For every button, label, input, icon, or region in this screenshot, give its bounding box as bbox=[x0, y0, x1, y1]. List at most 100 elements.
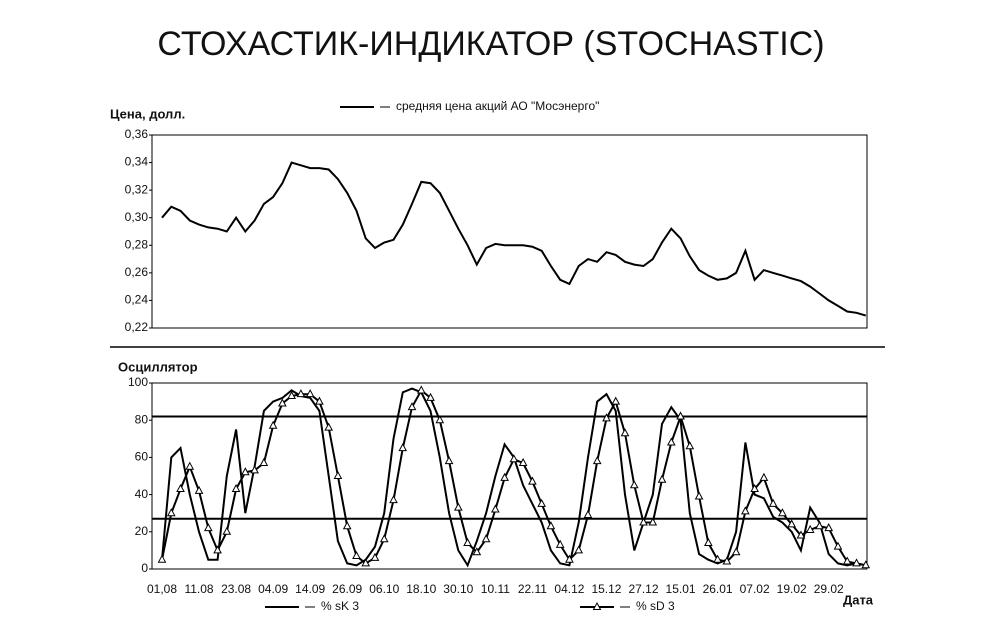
x-tick-label: 22.11 bbox=[518, 582, 547, 596]
marker bbox=[250, 465, 259, 474]
marker bbox=[592, 456, 602, 465]
y-tick-label: 100 bbox=[128, 375, 148, 389]
x-tick-label: 15.01 bbox=[666, 582, 696, 596]
marker bbox=[741, 506, 750, 515]
marker bbox=[324, 422, 334, 431]
marker bbox=[676, 411, 685, 420]
marker bbox=[537, 498, 546, 507]
marker bbox=[222, 526, 232, 535]
marker bbox=[657, 474, 667, 483]
x-tick-label: 15.12 bbox=[591, 582, 621, 596]
marker bbox=[268, 420, 278, 429]
marker bbox=[842, 556, 852, 565]
marker bbox=[342, 521, 352, 530]
y-tick-label: 0,30 bbox=[125, 210, 149, 224]
x-tick-label: 19.02 bbox=[777, 582, 807, 596]
series-line bbox=[161, 387, 867, 568]
marker bbox=[213, 545, 222, 554]
marker bbox=[787, 519, 797, 528]
x-tick-label: 11.08 bbox=[184, 582, 213, 596]
x-tick-label: 04.09 bbox=[258, 582, 288, 596]
y-tick-label: 40 bbox=[135, 487, 149, 501]
marker bbox=[370, 552, 380, 561]
legend-marker bbox=[592, 601, 602, 610]
marker bbox=[509, 454, 519, 463]
marker bbox=[278, 398, 287, 407]
y-tick-label: 60 bbox=[135, 450, 149, 464]
x-tick-label: 30.10 bbox=[443, 582, 473, 596]
marker bbox=[389, 495, 398, 504]
y-axis-label: Осциллятор bbox=[118, 359, 198, 374]
marker bbox=[750, 483, 759, 493]
y-tick-label: 20 bbox=[135, 524, 149, 538]
marker bbox=[565, 554, 574, 563]
marker bbox=[435, 415, 445, 424]
marker bbox=[778, 508, 787, 517]
marker bbox=[796, 530, 806, 539]
series-line bbox=[161, 161, 867, 317]
marker bbox=[352, 550, 361, 559]
x-tick-label: 23.08 bbox=[221, 582, 251, 596]
marker bbox=[574, 545, 584, 554]
marker bbox=[620, 428, 630, 437]
y-tick-label: 0,24 bbox=[125, 293, 149, 307]
marker bbox=[296, 389, 306, 398]
x-tick-label: 26.09 bbox=[332, 582, 362, 596]
x-tick-label: 14.09 bbox=[295, 582, 325, 596]
marker bbox=[713, 554, 722, 563]
y-tick-label: 0,34 bbox=[125, 155, 149, 169]
marker bbox=[444, 456, 454, 465]
marker bbox=[694, 491, 704, 500]
marker bbox=[639, 517, 648, 526]
y-tick-label: 0 bbox=[141, 561, 148, 575]
marker bbox=[157, 554, 167, 563]
marker bbox=[666, 437, 676, 446]
marker bbox=[815, 521, 824, 530]
marker bbox=[500, 472, 509, 481]
plot-frame bbox=[151, 134, 868, 329]
x-tick-label: 04.12 bbox=[554, 582, 584, 596]
marker bbox=[805, 524, 815, 533]
marker bbox=[704, 537, 713, 546]
marker bbox=[185, 461, 195, 470]
marker bbox=[611, 396, 621, 405]
marker bbox=[463, 537, 472, 546]
marker bbox=[398, 443, 408, 452]
marker bbox=[241, 467, 250, 476]
marker bbox=[176, 483, 185, 493]
marker bbox=[426, 392, 435, 401]
marker bbox=[518, 457, 528, 466]
marker bbox=[629, 480, 639, 489]
marker bbox=[416, 385, 426, 394]
marker bbox=[833, 541, 843, 550]
x-tick-label: 29.02 bbox=[814, 582, 844, 596]
marker bbox=[361, 558, 371, 567]
marker bbox=[759, 472, 769, 481]
x-tick-label: 06.10 bbox=[369, 582, 399, 596]
legend-label: средняя цена акций АО "Мосэнерго" bbox=[396, 99, 599, 113]
slide-title: СТОХАСТИК-ИНДИКАТОР (STOCHASTIC) bbox=[157, 25, 824, 63]
x-tick-label: 01,08 bbox=[147, 582, 177, 596]
marker bbox=[861, 560, 871, 569]
marker bbox=[166, 508, 176, 517]
y-axis-label: Цена, долл. bbox=[110, 106, 185, 121]
marker bbox=[407, 402, 417, 411]
marker bbox=[546, 521, 556, 530]
marker bbox=[528, 476, 537, 485]
marker bbox=[555, 539, 565, 548]
marker bbox=[852, 558, 861, 567]
marker bbox=[648, 517, 658, 526]
x-tick-label: 27.12 bbox=[629, 582, 659, 596]
x-axis-label: Дата bbox=[843, 592, 874, 607]
marker bbox=[453, 502, 463, 511]
marker bbox=[194, 485, 204, 494]
marker bbox=[472, 547, 482, 556]
marker bbox=[602, 413, 611, 422]
marker bbox=[259, 457, 269, 466]
marker bbox=[379, 534, 389, 543]
marker bbox=[481, 534, 491, 543]
marker bbox=[824, 523, 834, 532]
marker bbox=[333, 470, 343, 479]
marker bbox=[231, 483, 241, 493]
